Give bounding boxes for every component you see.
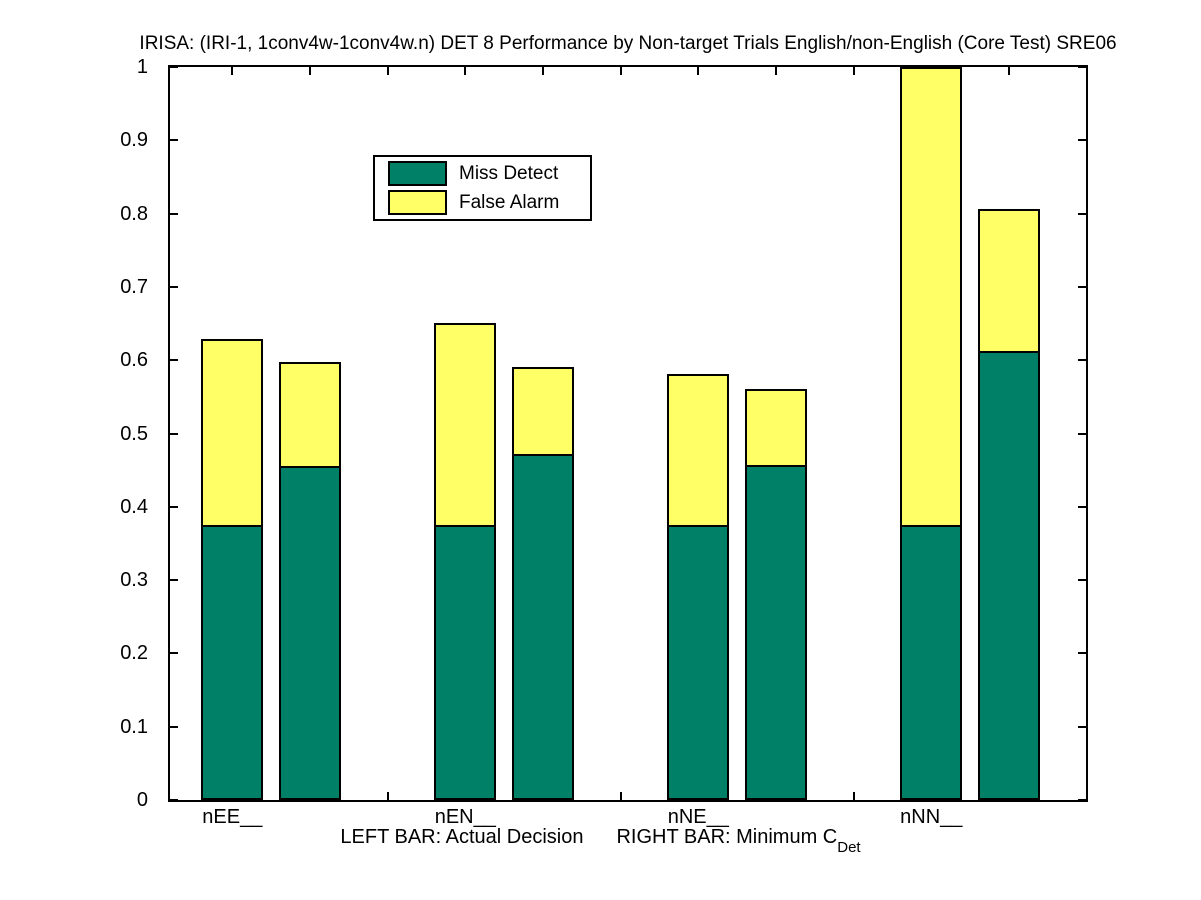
y-tick-left: [170, 285, 178, 288]
bar-nEE-actual-decision: [201, 338, 264, 800]
y-axis-tick-label: 0.5: [120, 422, 148, 445]
y-tick-right: [1078, 212, 1086, 215]
y-axis-tick-label: 0.1: [120, 715, 148, 738]
y-tick-left: [170, 505, 178, 508]
x-tick-bottom: [852, 792, 855, 800]
legend-label: False Alarm: [459, 191, 560, 213]
legend: Miss Detect False Alarm: [373, 155, 592, 221]
x-axis-label-subscript: Det: [837, 839, 861, 856]
bar-nEN-minimum-cdet: [512, 366, 574, 800]
x-tick-top: [231, 67, 234, 75]
y-axis-tick-label: 0.6: [120, 349, 148, 372]
miss-detect-segment: [980, 350, 1038, 798]
x-tick-bottom: [386, 792, 389, 800]
x-category-label: nEE__: [202, 806, 263, 828]
legend-label: Miss Detect: [459, 162, 559, 184]
y-tick-left: [170, 359, 178, 362]
y-tick-left: [170, 212, 178, 215]
legend-item-miss-detect: Miss Detect: [388, 161, 590, 186]
x-tick-top: [619, 67, 622, 75]
x-category-label: nNE__: [667, 806, 729, 828]
y-axis-tick-label: 0.4: [120, 495, 148, 518]
x-tick-top: [1008, 67, 1010, 75]
y-tick-right: [1078, 725, 1086, 728]
y-tick-right: [1078, 139, 1086, 142]
miss-detect-segment: [902, 524, 961, 798]
miss-detect-segment: [514, 453, 572, 798]
miss-detect-segment: [436, 524, 495, 798]
x-axis-label: LEFT BAR: Actual Decision RIGHT BAR: Mini…: [0, 826, 1201, 856]
x-axis-label-right: RIGHT BAR: Minimum C: [616, 826, 838, 848]
x-category-label: nNN__: [900, 806, 963, 828]
y-tick-right: [1078, 799, 1086, 801]
x-tick-top: [309, 67, 311, 75]
x-axis-label-left: LEFT BAR: Actual Decision: [340, 826, 584, 848]
y-tick-right: [1078, 66, 1086, 68]
x-tick-bottom: [619, 792, 622, 800]
miss-detect-segment: [203, 524, 262, 798]
chart-title: IRISA: (IRI-1, 1conv4w-1conv4w.n) DET 8 …: [139, 33, 1117, 54]
y-tick-left: [170, 66, 178, 68]
bar-nNE-minimum-cdet: [745, 388, 807, 800]
miss-detect-segment: [281, 466, 339, 798]
y-tick-left: [170, 432, 178, 435]
y-tick-left: [170, 799, 178, 801]
y-tick-right: [1078, 579, 1086, 582]
y-tick-left: [170, 139, 178, 142]
plot-area: Miss Detect False Alarm: [168, 65, 1088, 802]
y-tick-left: [170, 725, 178, 728]
y-axis-tick-label: 1: [136, 56, 148, 78]
x-tick-top: [775, 67, 777, 75]
legend-swatch-miss-detect: [388, 161, 447, 186]
y-axis-tick-label: 0.3: [120, 569, 148, 592]
legend-swatch-false-alarm: [388, 190, 447, 215]
y-tick-right: [1078, 359, 1086, 362]
y-axis-tick-label: 0.8: [120, 202, 148, 225]
miss-detect-segment: [747, 465, 805, 798]
y-tick-left: [170, 579, 178, 582]
bar-nEN-actual-decision: [434, 322, 497, 800]
y-axis-tick-label: 0.7: [120, 275, 148, 298]
y-axis-tick-label: 0.9: [120, 129, 148, 152]
y-tick-right: [1078, 505, 1086, 508]
bar-nNN-actual-decision: [900, 67, 963, 800]
bar-nNN-minimum-cdet: [978, 208, 1040, 800]
x-category-label: nEN__: [434, 806, 496, 828]
y-tick-right: [1078, 285, 1086, 288]
x-tick-top: [542, 67, 544, 75]
miss-detect-segment: [669, 524, 728, 798]
y-tick-right: [1078, 652, 1086, 655]
x-tick-top: [464, 67, 467, 75]
y-tick-right: [1078, 432, 1086, 435]
bar-nNE-actual-decision: [667, 374, 730, 800]
y-axis-tick-label: 0: [136, 789, 148, 811]
x-tick-top: [852, 67, 855, 75]
y-axis-tick-label: 0.2: [120, 642, 148, 665]
legend-item-false-alarm: False Alarm: [388, 190, 590, 215]
x-tick-top: [697, 67, 700, 75]
y-tick-left: [170, 652, 178, 655]
bar-nEE-minimum-cdet: [279, 362, 341, 800]
x-tick-top: [386, 67, 389, 75]
